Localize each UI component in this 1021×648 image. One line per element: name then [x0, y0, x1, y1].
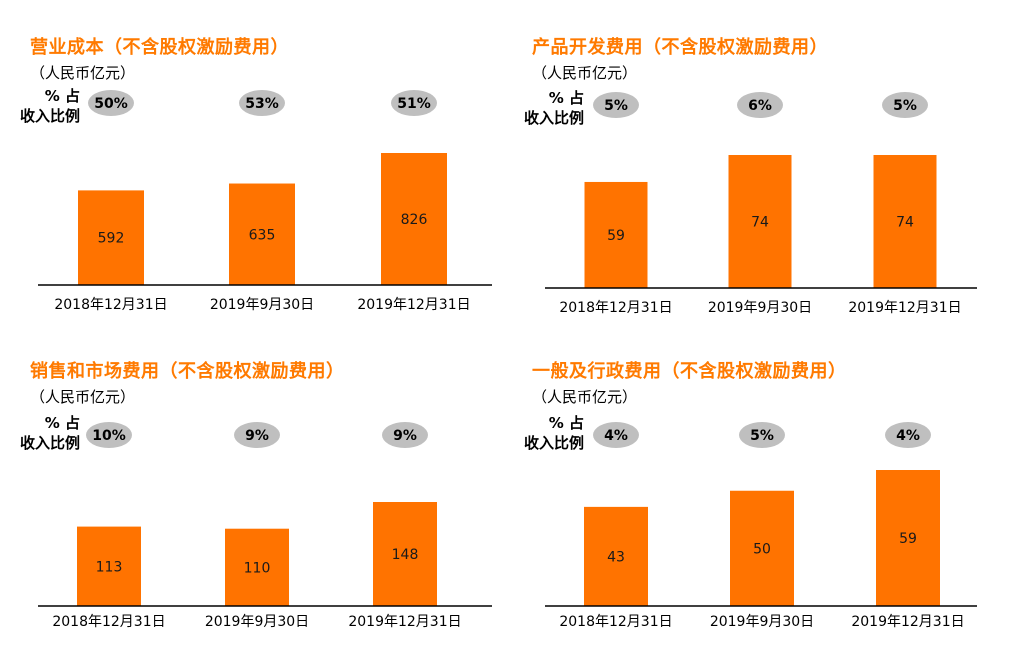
pct-label-line2: 收入比例	[19, 107, 80, 125]
bar	[873, 155, 937, 288]
pct-badge-label: 9%	[245, 428, 269, 444]
cost-of-revenue-panel: 营业成本（不含股权激励费用） （人民币亿元） % 占 收入比例 592 50% 20…	[0, 0, 510, 324]
category-label: 2018年12月31日	[559, 614, 672, 630]
pct-badge	[88, 90, 134, 116]
bar	[225, 528, 289, 606]
pct-badge	[593, 92, 639, 118]
pct-badge	[593, 422, 639, 448]
category-label: 2018年12月31日	[559, 300, 672, 316]
pct-badge	[382, 422, 428, 448]
pct-label-line1: % 占	[44, 414, 80, 432]
pct-badge-label: 10%	[92, 428, 126, 444]
pct-of-revenue-label: % 占 收入比例	[524, 413, 584, 453]
pct-badge-label: 5%	[893, 98, 917, 114]
chart-title: 营业成本（不含股权激励费用）	[30, 37, 289, 58]
pct-of-revenue-label: % 占 收入比例	[524, 88, 584, 128]
chart-plot: 113 10% 2018年12月31日 110 9% 2019年9月30日 148 9% 201…	[38, 422, 492, 630]
category-label: 2019年9月30日	[210, 297, 314, 313]
pct-badge	[882, 92, 928, 118]
chart-plot: 59 5% 2018年12月31日 74 6% 2019年9月30日 74 5% 2019年12…	[545, 92, 977, 316]
category-label: 2019年12月31日	[851, 614, 964, 630]
pct-badge	[739, 422, 785, 448]
pct-badge-label: 4%	[604, 428, 628, 444]
category-label: 2019年12月31日	[848, 300, 961, 316]
bar-value-label: 74	[896, 215, 914, 231]
bar-value-label: 110	[244, 560, 271, 576]
unit-label: （人民币亿元）	[532, 64, 638, 82]
pct-badge-label: 50%	[94, 96, 128, 112]
unit-label: （人民币亿元）	[30, 64, 136, 82]
bar	[730, 490, 794, 606]
bar	[78, 190, 144, 285]
bar	[728, 155, 792, 288]
pct-badge-label: 9%	[393, 428, 417, 444]
bar-value-label: 635	[249, 227, 276, 243]
bar-value-label: 826	[401, 212, 428, 228]
pct-badge	[86, 422, 132, 448]
pct-label-line1: % 占	[548, 414, 584, 432]
pct-badge-label: 6%	[748, 98, 772, 114]
general-admin-panel: 一般及行政费用（不含股权激励费用） （人民币亿元） % 占 收入比例 43 4% 2…	[510, 324, 1020, 648]
chart-plot: 592 50% 2018年12月31日 635 53% 2019年9月30日 826 51% 2…	[38, 90, 492, 313]
category-label: 2019年12月31日	[357, 297, 470, 313]
bar	[229, 183, 295, 285]
category-label: 2018年12月31日	[52, 614, 165, 630]
chart-title: 一般及行政费用（不含股权激励费用）	[532, 361, 847, 382]
pct-badge	[737, 92, 783, 118]
category-label: 2019年9月30日	[708, 300, 812, 316]
product-development-panel: 产品开发费用（不含股权激励费用） （人民币亿元） % 占 收入比例 59 5% 20…	[510, 0, 1020, 324]
bar-value-label: 43	[607, 549, 625, 565]
bar-value-label: 50	[753, 541, 771, 557]
bar	[77, 526, 141, 606]
category-label: 2019年12月31日	[348, 614, 461, 630]
bar	[584, 181, 648, 288]
pct-of-revenue-label: % 占 收入比例	[20, 86, 80, 126]
unit-label: （人民币亿元）	[532, 388, 638, 406]
category-label: 2018年12月31日	[54, 297, 167, 313]
bar	[381, 153, 447, 285]
pct-badge	[234, 422, 280, 448]
chart-plot: 43 4% 2018年12月31日 50 5% 2019年9月30日 59 4% 2019年12…	[545, 422, 977, 630]
bar-value-label: 74	[751, 215, 769, 231]
sales-marketing-panel: 销售和市场费用（不含股权激励费用） （人民币亿元） % 占 收入比例 113 10…	[0, 324, 510, 648]
pct-badge-label: 53%	[245, 96, 279, 112]
pct-badge-label: 4%	[896, 428, 920, 444]
pct-label-line2: 收入比例	[19, 434, 80, 452]
chart-title: 销售和市场费用（不含股权激励费用）	[30, 361, 345, 382]
pct-label-line2: 收入比例	[523, 109, 584, 127]
bar	[584, 506, 648, 606]
bar	[876, 470, 940, 606]
bar-value-label: 59	[899, 531, 917, 547]
pct-badge-label: 5%	[604, 98, 628, 114]
pct-label-line1: % 占	[548, 89, 584, 107]
bar-value-label: 59	[607, 228, 625, 244]
pct-badge	[239, 90, 285, 116]
bar-value-label: 113	[96, 559, 123, 575]
pct-label-line2: 收入比例	[523, 434, 584, 452]
pct-of-revenue-label: % 占 收入比例	[20, 413, 80, 453]
bar-value-label: 592	[98, 231, 125, 247]
chart-title: 产品开发费用（不含股权激励费用）	[532, 37, 828, 58]
pct-badge	[885, 422, 931, 448]
pct-badge-label: 5%	[750, 428, 774, 444]
unit-label: （人民币亿元）	[30, 388, 136, 406]
category-label: 2019年9月30日	[205, 614, 309, 630]
category-label: 2019年9月30日	[710, 614, 814, 630]
bar	[373, 502, 437, 606]
bar-value-label: 148	[392, 547, 419, 563]
pct-badge-label: 51%	[397, 96, 431, 112]
pct-badge	[391, 90, 437, 116]
pct-label-line1: % 占	[44, 87, 80, 105]
